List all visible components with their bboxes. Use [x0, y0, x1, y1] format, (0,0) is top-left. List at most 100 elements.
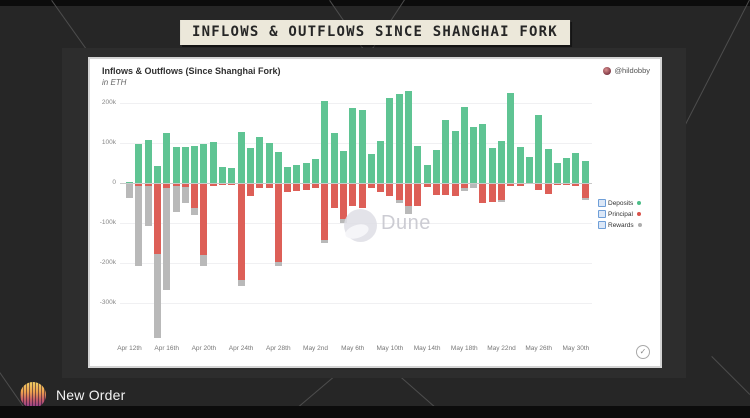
brand-footer: New Order: [20, 382, 125, 408]
plot-area: Dune 200k 100k 0 -100k -200k -300k: [100, 88, 592, 340]
bar-segment-rewards: [321, 239, 329, 243]
x-tick-label: Apr 28th: [266, 345, 291, 352]
x-tick-label: Apr 16th: [154, 345, 179, 352]
bar-segment-principal: [191, 183, 199, 209]
bar-segment-principal: [516, 183, 524, 186]
gridline: [120, 303, 592, 304]
chart-subtitle: in ETH: [102, 78, 127, 87]
x-tick-label: May 10th: [376, 345, 404, 352]
bar-segment-principal: [358, 183, 366, 208]
bar-segment-deposits: [358, 109, 366, 183]
bar-segment-principal: [302, 183, 310, 190]
bottom-black-band: [0, 406, 750, 418]
y-tick-label: 0: [112, 179, 116, 186]
legend-label: Deposits: [608, 199, 634, 207]
bar-segment-deposits: [516, 147, 524, 183]
bar-segment-deposits: [163, 133, 171, 183]
legend-color-dot: [637, 223, 642, 227]
bar-segment-principal: [423, 183, 431, 187]
bar-segment-principal: [135, 183, 143, 186]
author-link[interactable]: @hildobby: [603, 66, 650, 75]
bar-segment-deposits: [172, 147, 180, 183]
bar-segment-principal: [274, 183, 282, 262]
bar-segment-deposits: [525, 157, 533, 183]
bar-segment-rewards: [395, 200, 403, 204]
legend-item-principal[interactable]: Principal: [598, 210, 642, 218]
bar-segment-deposits: [135, 143, 143, 183]
bar-segment-deposits: [470, 127, 478, 183]
bar-segment-principal: [442, 183, 450, 195]
bar-segment-principal: [563, 183, 571, 185]
x-tick-label: Apr 20th: [191, 345, 217, 352]
bar-segment-rewards: [191, 208, 199, 216]
bar-segment-rewards: [153, 253, 161, 338]
bar-segment-principal: [498, 183, 505, 200]
bar-segment-deposits: [256, 137, 264, 183]
bar-segment-deposits: [367, 154, 375, 183]
bar-segment-principal: [144, 183, 152, 186]
legend-color-dot: [636, 212, 641, 216]
bar-segment-rewards: [581, 197, 589, 200]
diagonal-line: [711, 356, 750, 395]
bar-segment-deposits: [451, 131, 459, 183]
bar-segment-principal: [219, 183, 226, 186]
chart-card: Inflows & Outflows (Since Shanghai Fork)…: [88, 57, 662, 368]
title-banner: INFLOWS & OUTFLOWS SINCE SHANGHAI FORK: [180, 20, 570, 45]
bar-segment-deposits: [293, 165, 301, 183]
bar-segment-principal: [246, 183, 254, 196]
bar-segment-rewards: [181, 186, 189, 203]
x-axis: Apr 12th Apr 16th Apr 20th Apr 24th Apr 28th…: [117, 345, 592, 357]
bar-segment-deposits: [321, 101, 329, 183]
bar-segment-deposits: [191, 146, 199, 183]
bar-segment-deposits: [553, 163, 561, 183]
bar-segment-deposits: [274, 151, 282, 183]
banner-text: INFLOWS & OUTFLOWS SINCE SHANGHAI FORK: [192, 24, 558, 40]
bar-segment-principal: [172, 183, 180, 186]
bar-segment-principal: [321, 183, 329, 240]
x-tick-label: May 6th: [341, 345, 365, 352]
dune-watermark: Dune: [381, 212, 431, 234]
bar-segment-deposits: [237, 131, 245, 183]
legend-filter-icon[interactable]: [598, 221, 606, 229]
bar-segment-principal: [572, 183, 580, 186]
bar-segment-deposits: [563, 158, 571, 183]
bar-segment-deposits: [219, 167, 226, 183]
bar-segment-deposits: [498, 141, 505, 183]
new-order-logo-icon: [20, 382, 46, 408]
bar-segment-principal: [339, 183, 347, 219]
bar-segment-rewards: [172, 185, 180, 213]
confirm-check-icon[interactable]: ✓: [636, 345, 650, 359]
bar-segment-principal: [330, 183, 338, 208]
bar-segment-principal: [544, 183, 552, 194]
bar-segment-principal: [460, 183, 468, 188]
bar-segment-principal: [293, 183, 301, 191]
bar-segment-deposits: [144, 139, 152, 183]
bar-segment-principal: [451, 183, 459, 196]
bar-segment-rewards: [470, 183, 478, 188]
legend-filter-icon[interactable]: [598, 199, 606, 207]
bar-segment-deposits: [479, 123, 487, 183]
bar-segment-rewards: [339, 218, 347, 223]
legend-item-deposits[interactable]: Deposits: [598, 199, 642, 207]
bar-segment-deposits: [414, 146, 422, 183]
bar-segment-principal: [200, 183, 208, 255]
bar-segment-deposits: [126, 181, 133, 183]
bar-segment-principal: [163, 183, 171, 188]
legend-item-rewards[interactable]: Rewards: [598, 221, 642, 229]
bar-segment-principal: [405, 183, 412, 206]
bar-segment-rewards: [274, 261, 282, 267]
bar-segment-deposits: [302, 163, 310, 183]
bar-segment-rewards: [135, 185, 143, 266]
bar-segment-deposits: [442, 119, 450, 183]
bar-segment-principal: [237, 183, 245, 281]
bar-segment-deposits: [572, 153, 580, 183]
bar-segment-deposits: [423, 165, 431, 183]
bar-segment-principal: [535, 183, 543, 190]
bar-segment-rewards: [405, 205, 412, 214]
author-avatar: [603, 66, 612, 75]
bar-segment-deposits: [386, 98, 394, 183]
legend-filter-icon[interactable]: [598, 210, 606, 218]
bar-segment-principal: [284, 183, 292, 193]
bar-segment-principal: [507, 183, 515, 186]
x-tick-label: May 2nd: [303, 345, 328, 352]
